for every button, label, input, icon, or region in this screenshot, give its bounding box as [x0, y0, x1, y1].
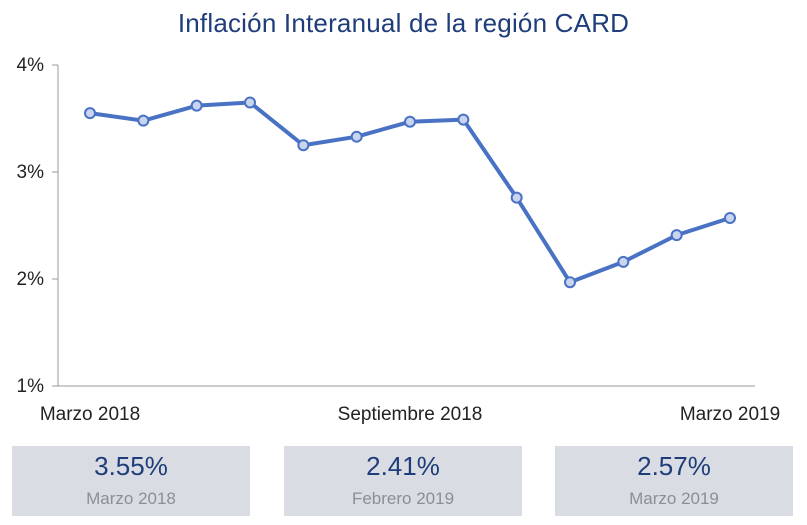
x-tick-label: Marzo 2018	[40, 404, 140, 425]
data-point	[350, 130, 363, 143]
x-tick-label: Marzo 2019	[680, 404, 780, 425]
stat-label: Marzo 2018	[86, 489, 176, 508]
stat-label: Febrero 2019	[351, 489, 455, 508]
stat-value: 3.55%	[94, 451, 168, 481]
stat-label: Marzo 2019	[629, 489, 719, 508]
stat-card-3: 2.57% Marzo 2019	[555, 446, 793, 516]
data-point	[510, 191, 523, 204]
stat-value: 2.57%	[637, 451, 711, 481]
series-line	[89, 100, 731, 285]
stat-card-2: 2.41% Febrero 2019	[284, 446, 522, 516]
data-point	[457, 113, 470, 126]
data-point	[297, 139, 310, 152]
y-tick-label: 3%	[17, 162, 45, 183]
data-point	[617, 255, 630, 268]
y-tick-label: 1%	[17, 376, 45, 397]
data-point	[404, 115, 416, 128]
chart-title: Inflación Interanual de la región CARD	[177, 8, 630, 38]
stat-card-1: 3.55% Marzo 2018	[12, 446, 250, 516]
data-point	[244, 96, 256, 109]
x-tick-label: Septiembre 2018	[338, 404, 483, 425]
data-point	[84, 107, 96, 120]
data-point	[564, 276, 576, 289]
data-point	[137, 114, 150, 127]
y-tick-label: 4%	[17, 55, 45, 76]
data-point	[670, 229, 683, 242]
stat-value: 2.41%	[366, 451, 440, 481]
line-chart: 1% 2% 3% 4% Marzo 2018 Septiembre 2018 Marzo 2…	[17, 55, 781, 425]
data-point	[724, 212, 736, 225]
data-point	[190, 99, 203, 112]
y-tick-label: 2%	[17, 269, 45, 290]
